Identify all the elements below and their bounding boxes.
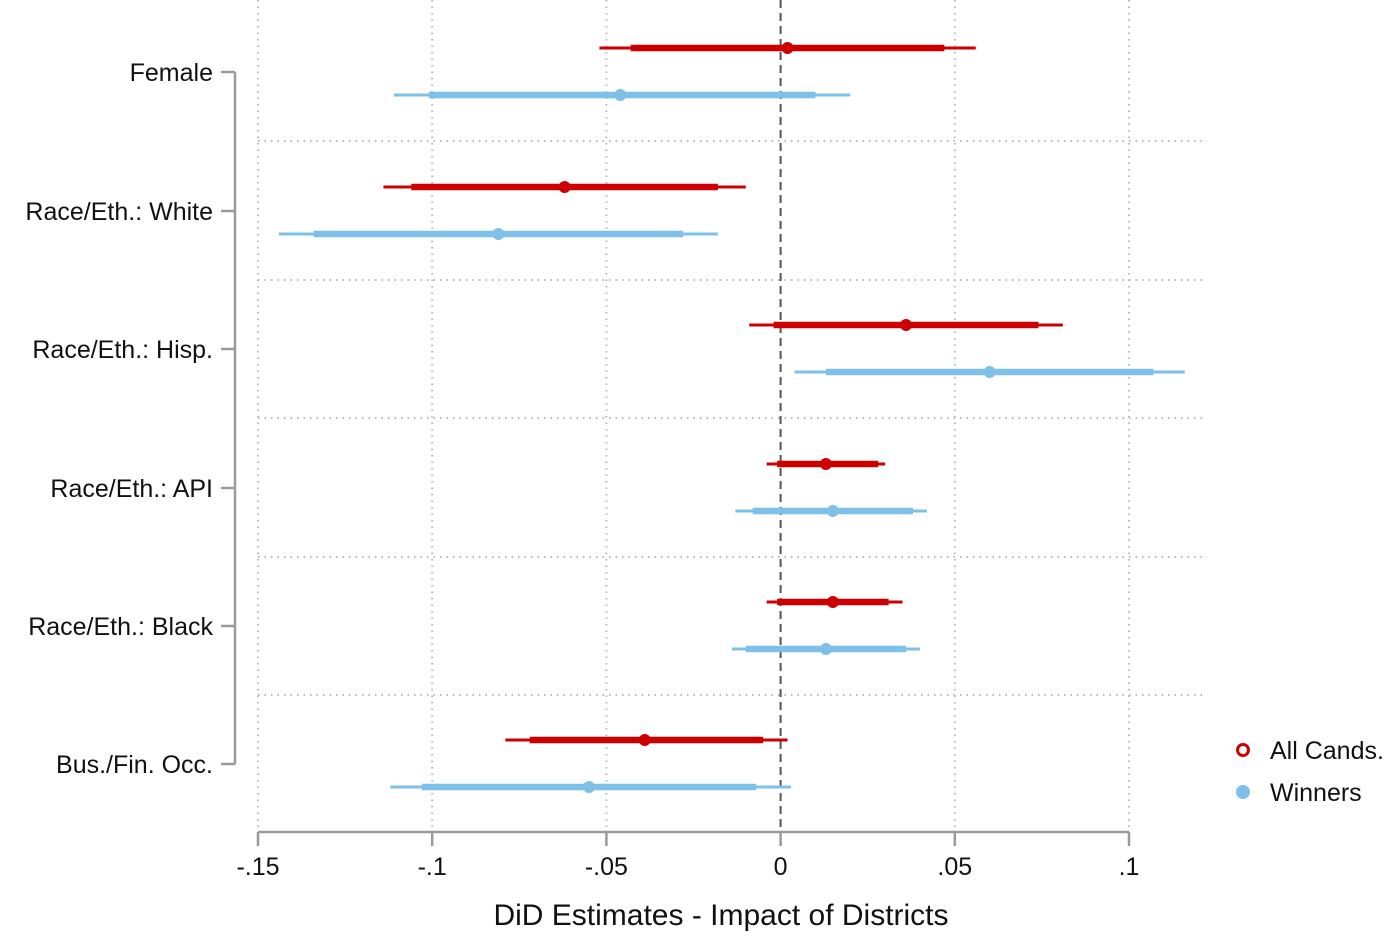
x-axis-label: DiD Estimates - Impact of Districts: [493, 899, 948, 932]
point-estimate: [983, 366, 996, 378]
x-tick-label: -.05: [585, 853, 628, 881]
x-tick-label: -.1: [418, 853, 447, 881]
point-estimate: [558, 181, 571, 193]
y-tick-label: Bus./Fin. Occ.: [56, 751, 213, 779]
point-estimate: [638, 734, 651, 746]
legend-label: All Cands.: [1270, 737, 1384, 765]
legend: All Cands. Winners: [1236, 737, 1384, 807]
point-estimate: [492, 228, 505, 240]
y-tick-label: Race/Eth.: Black: [28, 613, 213, 641]
point-estimate: [826, 596, 839, 608]
point-estimate: [781, 42, 794, 54]
y-tick-label: Female: [130, 59, 213, 87]
estimate-marks: [278, 42, 1185, 793]
x-tick-label: .05: [937, 853, 972, 881]
axes: -.15 -.1 -.05 0 .05 .1 Female Race/Eth.: White R…: [25, 59, 1139, 881]
point-estimate: [819, 643, 832, 655]
y-tick-label: Race/Eth.: Hisp.: [32, 336, 213, 364]
legend-marker: [1236, 743, 1250, 757]
point-estimate: [582, 781, 595, 793]
point-estimate: [826, 505, 839, 517]
grid-lines: [257, 0, 1205, 832]
point-estimate: [614, 89, 627, 101]
x-tick-label: .1: [1119, 853, 1140, 881]
legend-marker: [1236, 785, 1250, 799]
point-estimate: [900, 319, 913, 331]
x-tick-label: 0: [774, 853, 788, 881]
y-tick-label: Race/Eth.: White: [25, 198, 213, 226]
y-tick-label: Race/Eth.: API: [50, 475, 213, 503]
x-tick-label: -.15: [236, 853, 279, 881]
point-estimate: [819, 458, 832, 470]
legend-label: Winners: [1270, 779, 1362, 807]
